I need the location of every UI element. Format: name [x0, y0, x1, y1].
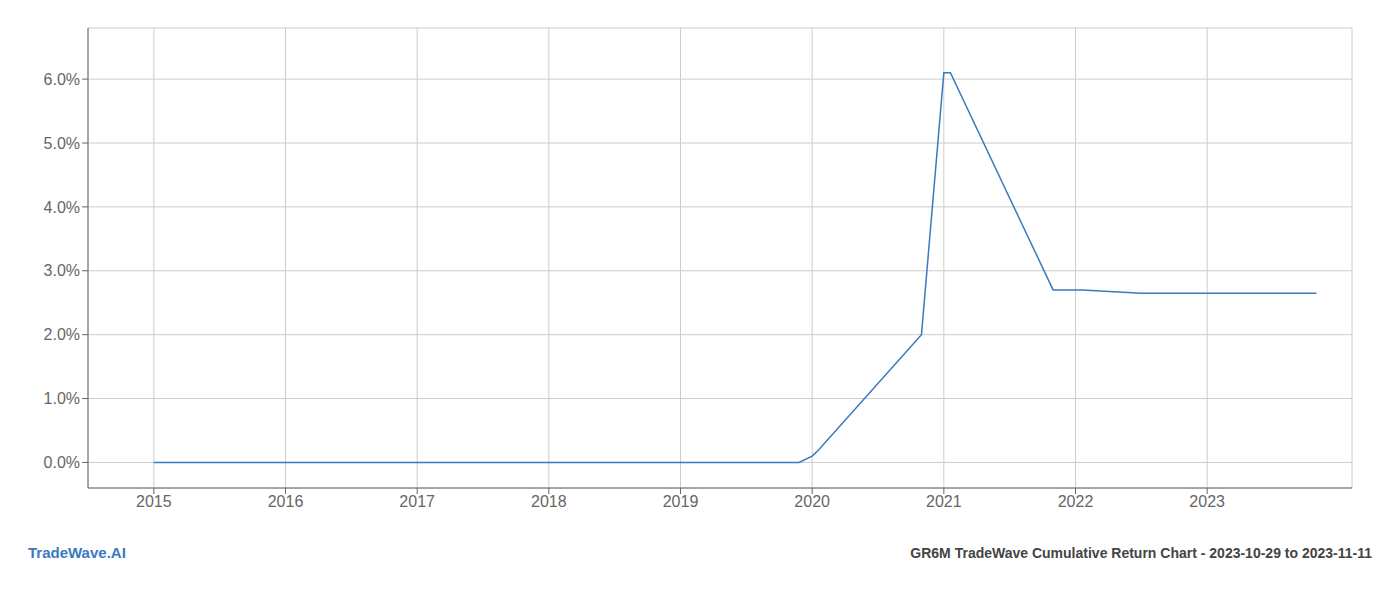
svg-text:2022: 2022	[1058, 493, 1094, 510]
svg-text:2021: 2021	[926, 493, 962, 510]
html-text:TradeWave.AI: TradeWave.AI	[28, 544, 126, 561]
svg-text:2018: 2018	[531, 493, 567, 510]
svg-text:2017: 2017	[399, 493, 435, 510]
svg-text:3.0%: 3.0%	[44, 262, 80, 279]
svg-text:2.0%: 2.0%	[44, 326, 80, 343]
svg-text:0.0%: 0.0%	[44, 454, 80, 471]
svg-text:2020: 2020	[794, 493, 830, 510]
svg-text:2016: 2016	[268, 493, 304, 510]
svg-text:1.0%: 1.0%	[44, 390, 80, 407]
svg-text:2023: 2023	[1189, 493, 1225, 510]
svg-text:5.0%: 5.0%	[44, 135, 80, 152]
svg-text:4.0%: 4.0%	[44, 199, 80, 216]
svg-text:2015: 2015	[136, 493, 172, 510]
html-text:GR6M TradeWave Cumulative Retu: GR6M TradeWave Cumulative Return Chart -…	[910, 545, 1372, 561]
svg-text:2019: 2019	[663, 493, 699, 510]
svg-text:6.0%: 6.0%	[44, 71, 80, 88]
